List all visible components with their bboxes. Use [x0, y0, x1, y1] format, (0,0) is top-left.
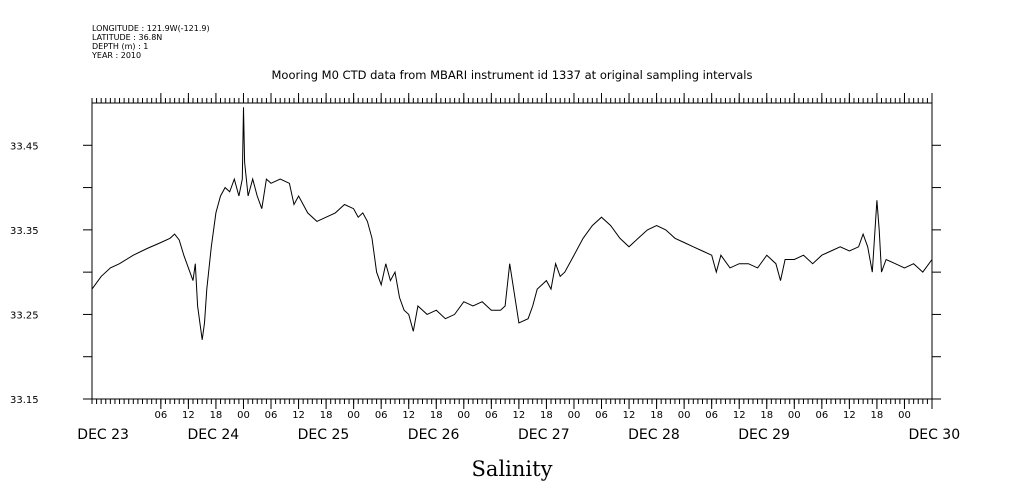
x-hour-label: 18: [760, 410, 773, 421]
x-date-label: DEC 26: [408, 427, 460, 443]
x-hour-label: 12: [513, 410, 526, 421]
x-hour-label: 00: [788, 410, 801, 421]
x-hour-label: 06: [375, 410, 388, 421]
x-date-label: DEC 27: [518, 427, 570, 443]
x-hour-label: 06: [154, 410, 167, 421]
year-label: YEAR : 2010: [91, 51, 141, 60]
x-date-label: DEC 29: [738, 427, 790, 443]
x-hour-label: 12: [623, 410, 636, 421]
x-hour-label: 12: [733, 410, 746, 421]
x-hour-label: 12: [843, 410, 856, 421]
plot-frame: [91, 102, 933, 400]
x-hour-label: 00: [568, 410, 581, 421]
x-date-label: DEC 24: [187, 427, 239, 443]
x-date-label: DEC 30: [908, 427, 960, 443]
longitude-label: LONGITUDE : 121.9W(-121.9): [92, 24, 210, 33]
x-date-label: DEC 28: [628, 427, 680, 443]
x-hour-label: 18: [430, 410, 443, 421]
x-axis-label: Salinity: [472, 457, 553, 481]
x-hour-label: 06: [595, 410, 608, 421]
x-hour-label: 06: [485, 410, 498, 421]
x-hour-label: 06: [705, 410, 718, 421]
y-tick-label: 33.45: [10, 141, 39, 152]
x-date-label: DEC 25: [298, 427, 350, 443]
depth-label: DEPTH (m) : 1: [92, 42, 148, 51]
x-hour-label: 12: [402, 410, 415, 421]
data-line-group: [91, 107, 933, 340]
x-hour-label: 06: [265, 410, 278, 421]
x-hour-label: 12: [292, 410, 305, 421]
x-hour-label: 06: [815, 410, 828, 421]
y-tick-label: 33.35: [10, 226, 39, 237]
x-hour-label: 00: [678, 410, 691, 421]
x-hour-label: 00: [347, 410, 360, 421]
latitude-label: LATITUDE : 36.8N: [92, 33, 162, 42]
x-hour-label: 18: [210, 410, 223, 421]
x-hour-label: 00: [457, 410, 470, 421]
x-hour-label: 18: [650, 410, 663, 421]
x-hour-label: 18: [320, 410, 333, 421]
x-axis-ticks: 06 12 18 00 06 12 18 00 06 12 18 00 06 12 18 00 06 12 18 00…: [77, 93, 960, 443]
y-axis-ticks: 33.15 33.25 33.35 33.45: [10, 141, 941, 406]
x-hour-label: 12: [182, 410, 195, 421]
y-tick-label: 33.15: [10, 395, 39, 406]
salinity-series-line: [91, 107, 933, 340]
x-hour-label: 00: [898, 410, 911, 421]
x-hour-label: 18: [871, 410, 884, 421]
x-hour-label: 00: [237, 410, 250, 421]
x-date-label: DEC 23: [77, 427, 129, 443]
x-hour-label: 18: [540, 410, 553, 421]
chart-title: Mooring M0 CTD data from MBARI instrumen…: [272, 68, 753, 82]
y-tick-label: 33.25: [10, 310, 39, 321]
